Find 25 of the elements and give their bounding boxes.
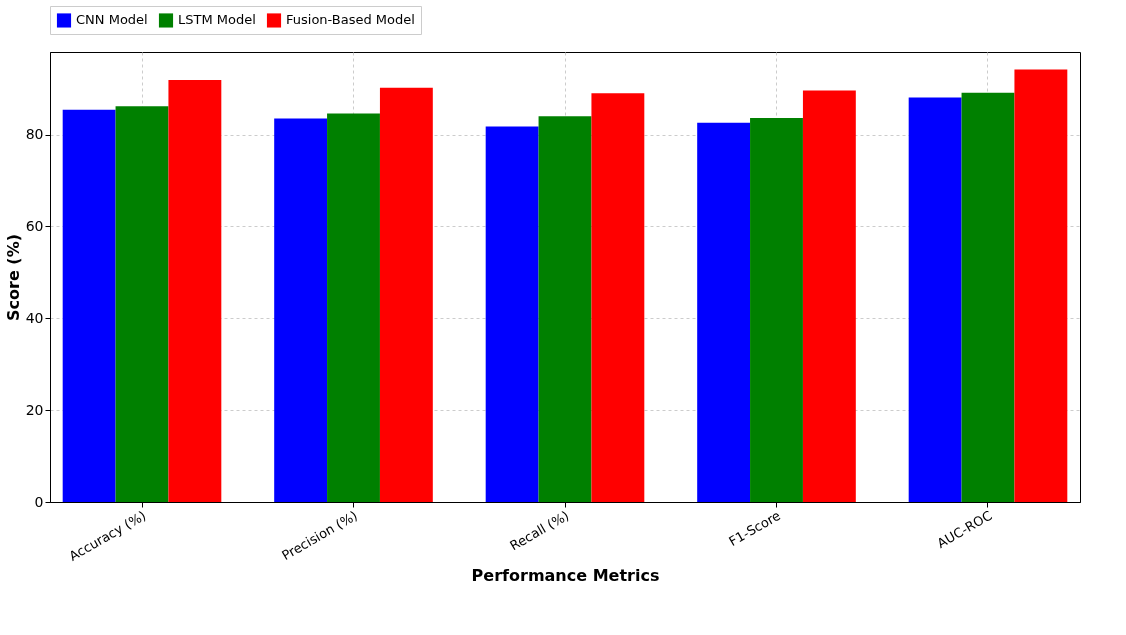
bar — [697, 122, 751, 502]
bar — [750, 118, 803, 502]
bar — [62, 109, 116, 502]
legend-label: Fusion-Based Model — [286, 12, 415, 28]
legend-label: LSTM Model — [178, 12, 256, 28]
y-tick-label: 20 — [25, 401, 44, 418]
bar — [908, 97, 962, 502]
bar — [591, 93, 645, 502]
bar — [802, 90, 856, 502]
y-tick-label: 40 — [25, 309, 44, 326]
y-tick-label: 80 — [25, 126, 44, 143]
bar — [168, 80, 222, 502]
bar — [327, 113, 380, 502]
bar — [485, 126, 539, 502]
y-tick-label: 60 — [25, 217, 44, 234]
bar — [274, 118, 328, 502]
legend-label: CNN Model — [76, 12, 148, 28]
bar — [538, 116, 592, 502]
bar — [961, 92, 1015, 502]
x-axis-title: Performance Metrics — [471, 565, 660, 585]
bar — [115, 106, 169, 502]
bar — [379, 87, 433, 502]
bar — [1014, 69, 1068, 502]
y-axis-title: Score (%) — [3, 234, 23, 321]
y-tick-label: 0 — [34, 493, 44, 510]
